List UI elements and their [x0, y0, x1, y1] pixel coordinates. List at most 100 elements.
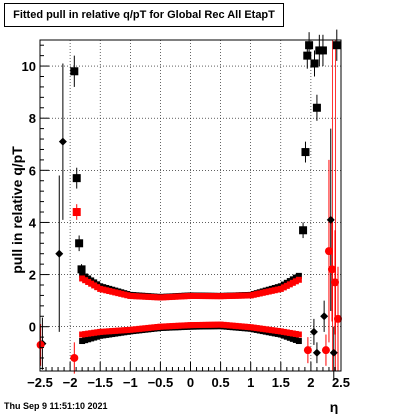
band-lower-marker [259, 325, 266, 332]
band-lower-marker [292, 336, 299, 343]
data-point [301, 148, 310, 157]
data-point [55, 249, 64, 258]
data-point [330, 278, 339, 287]
band-lower-marker [280, 328, 287, 335]
band-upper-marker [277, 285, 284, 292]
band-upper-marker [127, 292, 134, 299]
band-lower-marker [112, 327, 119, 334]
band-lower-marker [295, 331, 302, 338]
band-upper-marker [184, 293, 191, 300]
band-lower-marker [283, 329, 290, 336]
x-tick-label: 0 [187, 375, 194, 390]
band-lower-marker [214, 321, 221, 328]
band-upper-marker [217, 293, 224, 300]
band-lower-marker [241, 323, 248, 330]
band-lower-marker [289, 330, 296, 337]
x-tick-labels: −2.5 −2 −1.5 −1 −0.5 0 0.5 1 1.5 2 2.5 [27, 375, 350, 390]
band-lower-marker [100, 332, 107, 339]
band-lower-marker [151, 324, 158, 331]
band-upper-marker [196, 293, 203, 300]
band-lower-marker [163, 323, 170, 330]
band-lower-marker [148, 324, 155, 331]
y-tick-label: 10 [22, 59, 36, 74]
band-upper-marker [244, 292, 251, 299]
data-point [70, 67, 79, 76]
band-upper-marker [268, 287, 275, 294]
band-upper-marker [295, 276, 302, 283]
band-lower-marker [142, 325, 149, 332]
band-lower-marker [94, 333, 101, 340]
band-upper-marker [256, 290, 263, 297]
band-upper-marker [232, 292, 239, 299]
band-lower-marker [88, 335, 95, 342]
band-upper-marker [121, 291, 128, 298]
band-lower-marker [133, 326, 140, 333]
band-upper-marker [274, 286, 281, 293]
band-lower-marker [229, 322, 236, 329]
band-lower-marker [238, 323, 245, 330]
band-lower-marker [208, 321, 215, 328]
x-axis-title: η [330, 399, 339, 414]
data-point [58, 137, 67, 146]
band-upper-marker [214, 293, 221, 300]
x-tick-label: −0.5 [148, 375, 174, 390]
band-upper-marker [250, 291, 257, 298]
band-upper-marker [97, 285, 104, 292]
band-lower-marker [103, 331, 110, 338]
x-tick-label: −2 [63, 375, 78, 390]
band-upper-marker [286, 281, 293, 288]
band-upper-marker [289, 279, 296, 286]
band-upper-marker [109, 288, 116, 295]
data-point [303, 346, 312, 355]
axis-ticks [39, 44, 342, 371]
band-lower-marker [235, 323, 242, 330]
y-tick-label: 2 [29, 268, 36, 283]
timestamp: Thu Sep 9 11:51:10 2021 [4, 401, 108, 411]
band-upper-marker [247, 292, 254, 299]
band-upper-marker [226, 292, 233, 299]
band-upper-marker [160, 294, 167, 301]
band-upper-marker [292, 274, 299, 281]
data-markers [36, 41, 342, 362]
data-point [321, 346, 330, 355]
band-lower-marker [256, 325, 263, 332]
band-upper-marker [229, 292, 236, 299]
band-upper-marker [253, 291, 260, 298]
y-tick-label: 4 [29, 215, 37, 230]
band-upper-marker [91, 279, 98, 286]
band-lower-marker [193, 322, 200, 329]
band-upper-marker [91, 282, 98, 289]
band-upper-marker [283, 282, 290, 289]
chart-title: Fitted pull in relative q/pT for Global … [4, 3, 284, 27]
band-lower-marker [160, 323, 167, 330]
band-upper-marker [220, 293, 227, 300]
band-upper-marker [211, 293, 218, 300]
band-lower-marker [130, 326, 137, 333]
grid-lines [39, 40, 342, 371]
y-tick-label: 0 [29, 320, 36, 335]
x-tick-label: −1.5 [87, 375, 113, 390]
band-lower-marker [289, 335, 296, 342]
band-upper-marker [175, 293, 182, 300]
band-lower-marker [226, 322, 233, 329]
band-upper-marker [88, 277, 95, 284]
x-tick-label: 2 [307, 375, 314, 390]
data-point [324, 247, 333, 256]
band-lower-marker [232, 322, 239, 329]
data-point [320, 312, 329, 321]
band-upper-marker [115, 290, 122, 297]
band-lower-marker [166, 323, 173, 330]
data-point [318, 46, 327, 55]
band-lower-marker [202, 321, 209, 328]
band-lower-marker [265, 326, 272, 333]
band-upper-marker [130, 293, 137, 300]
band-upper-marker [145, 293, 152, 300]
band-lower-marker [115, 327, 122, 334]
band-lower-marker [196, 321, 203, 328]
band-lower-marker [217, 321, 224, 328]
band-upper-marker [295, 272, 302, 279]
y-tick-label: 8 [29, 111, 36, 126]
band-upper-marker [124, 292, 131, 299]
band-upper-marker [166, 294, 173, 301]
